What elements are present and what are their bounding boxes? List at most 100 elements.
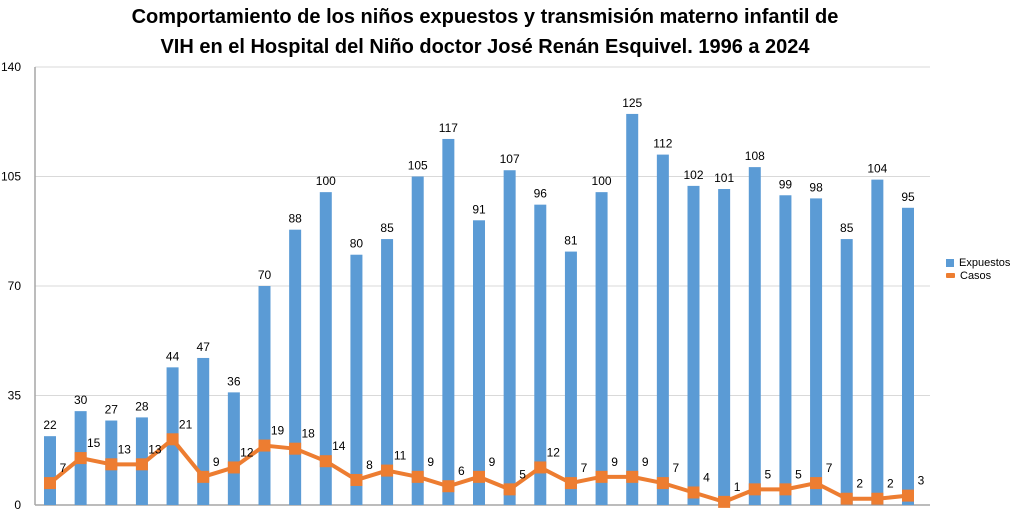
point-casos bbox=[687, 486, 700, 499]
line-data-label: 5 bbox=[795, 467, 802, 481]
chart-title-line1: Comportamiento de los niños expuestos y … bbox=[131, 6, 839, 28]
point-casos bbox=[411, 470, 424, 483]
line-data-label: 8 bbox=[366, 458, 373, 472]
point-casos bbox=[718, 495, 731, 508]
point-casos bbox=[656, 477, 669, 490]
line-data-label: 7 bbox=[826, 461, 833, 475]
bar-data-label: 112 bbox=[653, 137, 672, 151]
point-casos bbox=[105, 458, 118, 471]
bar-expuestos bbox=[381, 239, 394, 506]
point-casos bbox=[534, 461, 547, 474]
point-casos bbox=[442, 480, 455, 493]
bar-expuestos bbox=[289, 229, 302, 505]
bar-data-label: 30 bbox=[74, 393, 88, 407]
bar-expuestos bbox=[748, 167, 761, 505]
y-tick-label: 0 bbox=[14, 498, 21, 512]
line-data-label: 13 bbox=[118, 442, 132, 456]
line-data-label: 12 bbox=[547, 445, 561, 459]
bar-data-label: 100 bbox=[592, 174, 612, 188]
bar-data-label: 22 bbox=[43, 418, 57, 432]
point-casos bbox=[595, 470, 608, 483]
bar-expuestos bbox=[595, 192, 608, 505]
bar-data-label: 98 bbox=[809, 180, 823, 194]
point-casos bbox=[350, 473, 363, 486]
legend-label: Casos bbox=[960, 269, 992, 282]
line-data-label: 15 bbox=[87, 436, 101, 450]
line-data-label: 3 bbox=[918, 474, 925, 488]
point-casos bbox=[289, 442, 302, 455]
legend-swatch-expuestos bbox=[946, 258, 954, 267]
bar-expuestos bbox=[810, 198, 823, 505]
bar-expuestos bbox=[442, 138, 455, 505]
point-casos bbox=[44, 477, 56, 490]
bar-expuestos bbox=[534, 204, 547, 505]
bar-data-label: 95 bbox=[901, 190, 915, 204]
legend-item-expuestos: Expuestos bbox=[946, 256, 1010, 269]
line-data-label: 7 bbox=[581, 461, 588, 475]
bar-expuestos bbox=[227, 392, 240, 505]
bar-data-label: 81 bbox=[564, 234, 578, 248]
bar-data-label: 44 bbox=[166, 349, 180, 363]
bar-expuestos bbox=[902, 207, 914, 506]
line-data-label: 11 bbox=[394, 449, 407, 463]
bar-expuestos bbox=[503, 170, 516, 505]
point-casos bbox=[503, 483, 516, 496]
bar-data-label: 85 bbox=[840, 221, 854, 235]
point-casos bbox=[473, 470, 485, 483]
bar-data-label: 27 bbox=[105, 403, 119, 417]
bar-data-label: 107 bbox=[500, 152, 520, 166]
bar-data-label: 99 bbox=[779, 177, 793, 191]
point-casos bbox=[227, 461, 240, 474]
bar-data-label: 125 bbox=[622, 96, 642, 110]
line-data-label: 2 bbox=[856, 477, 863, 491]
bar-expuestos bbox=[564, 251, 577, 505]
bar-data-label: 105 bbox=[408, 159, 428, 173]
bar-data-label: 88 bbox=[288, 212, 302, 226]
point-casos bbox=[840, 492, 853, 505]
legend-item-casos: Casos bbox=[946, 269, 1010, 282]
y-tick-label: 140 bbox=[1, 60, 21, 74]
point-casos bbox=[197, 470, 210, 483]
bar-expuestos bbox=[718, 189, 731, 505]
line-data-label: 18 bbox=[301, 427, 315, 441]
line-data-label: 9 bbox=[213, 455, 220, 469]
bar-expuestos bbox=[197, 357, 210, 505]
line-data-label: 19 bbox=[271, 424, 285, 438]
line-data-label: 9 bbox=[489, 455, 496, 469]
bar-expuestos bbox=[411, 176, 424, 505]
point-casos bbox=[135, 458, 148, 471]
bar-expuestos bbox=[871, 179, 884, 505]
line-data-label: 7 bbox=[60, 461, 67, 475]
line-data-label: 9 bbox=[611, 455, 618, 469]
point-casos bbox=[871, 492, 884, 505]
line-data-label: 6 bbox=[458, 464, 465, 478]
bar-expuestos bbox=[626, 113, 639, 505]
line-data-label: 5 bbox=[764, 467, 771, 481]
point-casos bbox=[74, 452, 87, 465]
bar-expuestos bbox=[350, 254, 363, 505]
bar-data-label: 108 bbox=[745, 149, 765, 163]
legend-label: Expuestos bbox=[959, 256, 1011, 269]
bar-data-label: 70 bbox=[258, 268, 272, 282]
point-casos bbox=[564, 477, 577, 490]
bar-expuestos bbox=[44, 436, 56, 505]
chart-title: Comportamiento de los niños expuestos y … bbox=[0, 2, 970, 62]
bar-data-label: 101 bbox=[714, 171, 734, 185]
point-casos bbox=[319, 455, 332, 468]
bar-expuestos bbox=[473, 220, 485, 506]
bar-data-label: 28 bbox=[135, 399, 149, 413]
point-casos bbox=[902, 489, 914, 502]
point-casos bbox=[779, 483, 792, 496]
bar-data-label: 100 bbox=[316, 174, 336, 188]
bar-data-label: 102 bbox=[683, 168, 703, 182]
line-data-label: 2 bbox=[887, 477, 894, 491]
bar-expuestos bbox=[779, 195, 792, 505]
bar-data-label: 117 bbox=[439, 121, 458, 135]
line-data-label: 9 bbox=[642, 455, 649, 469]
bar-data-label: 91 bbox=[472, 202, 486, 216]
point-casos bbox=[166, 433, 179, 446]
bar-expuestos bbox=[840, 239, 853, 506]
line-data-label: 13 bbox=[148, 442, 162, 456]
line-data-label: 5 bbox=[519, 467, 526, 481]
